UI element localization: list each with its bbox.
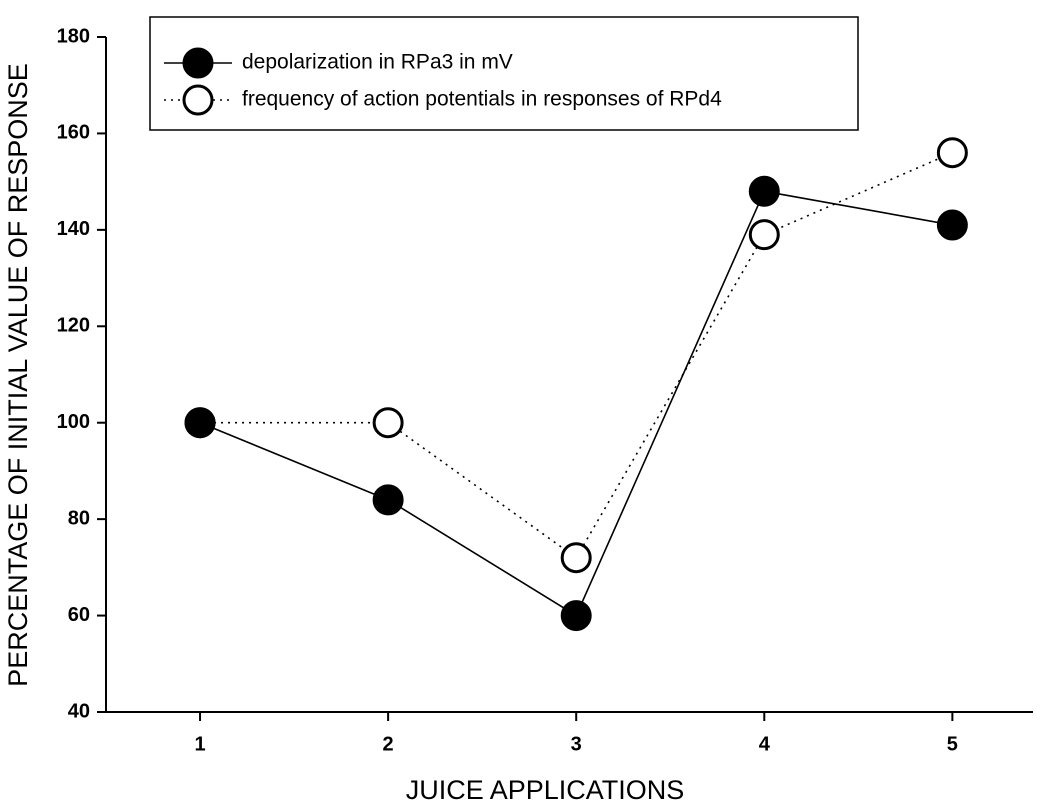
y-tick-label: 100 — [57, 411, 90, 433]
y-tick-label: 40 — [68, 700, 90, 722]
y-tick-label: 180 — [57, 25, 90, 47]
marker — [560, 600, 592, 632]
marker — [372, 484, 404, 516]
legend-label: depolarization in RPa3 in mV — [242, 51, 513, 74]
marker — [560, 542, 592, 574]
y-axis-title: PERCENTAGE OF INITIAL VALUE OF RESPONSE — [3, 63, 33, 687]
legend-box — [149, 16, 859, 131]
x-axis-title: JUICE APPLICATIONS — [406, 775, 685, 805]
marker — [372, 407, 404, 439]
y-tick-label: 80 — [68, 507, 90, 529]
marker — [184, 407, 216, 439]
marker — [748, 219, 780, 251]
legend-marker — [182, 47, 214, 79]
y-tick-label: 160 — [57, 122, 90, 144]
marker — [936, 137, 968, 169]
legend-label: frequency of action potentials in respon… — [242, 88, 722, 111]
x-tick-label: 4 — [759, 733, 771, 755]
x-tick-label: 1 — [194, 733, 205, 755]
x-tick-label: 2 — [383, 733, 394, 755]
series-line — [200, 151, 953, 559]
y-tick-label: 120 — [57, 315, 90, 337]
legend-marker — [182, 84, 214, 116]
y-tick-label: 60 — [68, 604, 90, 626]
marker — [936, 209, 968, 241]
marker — [748, 175, 780, 207]
x-tick-label: 3 — [571, 733, 582, 755]
y-tick-label: 140 — [57, 218, 90, 240]
x-tick-label: 5 — [947, 733, 958, 755]
